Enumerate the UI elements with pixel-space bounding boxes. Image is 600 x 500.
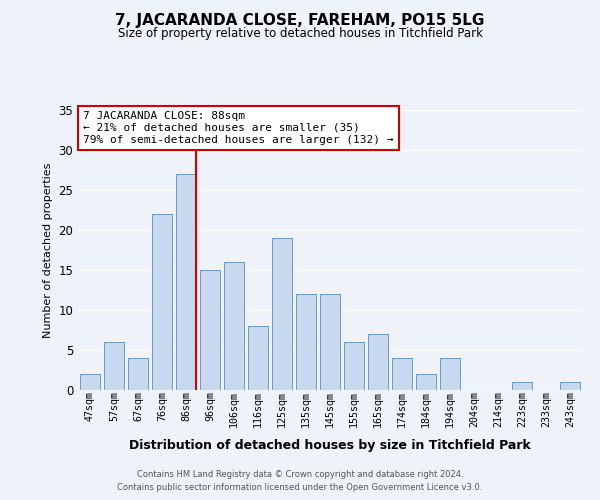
X-axis label: Distribution of detached houses by size in Titchfield Park: Distribution of detached houses by size … (129, 438, 531, 452)
Text: Size of property relative to detached houses in Titchfield Park: Size of property relative to detached ho… (118, 28, 482, 40)
Bar (176, 174, 196, 390)
Bar (248, 326, 268, 390)
Bar (128, 358, 148, 390)
Bar (80, 374, 100, 390)
Bar (560, 382, 580, 390)
Bar (224, 262, 244, 390)
Text: 7 JACARANDA CLOSE: 88sqm
← 21% of detached houses are smaller (35)
79% of semi-d: 7 JACARANDA CLOSE: 88sqm ← 21% of detach… (83, 112, 394, 144)
Bar (344, 342, 364, 390)
Bar (512, 382, 532, 390)
Y-axis label: Number of detached properties: Number of detached properties (43, 162, 53, 338)
Bar (368, 334, 388, 390)
Text: 7, JACARANDA CLOSE, FAREHAM, PO15 5LG: 7, JACARANDA CLOSE, FAREHAM, PO15 5LG (115, 12, 485, 28)
Bar (416, 374, 436, 390)
Bar (272, 238, 292, 390)
Bar (200, 270, 220, 390)
Bar (392, 358, 412, 390)
Bar (104, 342, 124, 390)
Bar (296, 294, 316, 390)
Text: Contains HM Land Registry data © Crown copyright and database right 2024.
Contai: Contains HM Land Registry data © Crown c… (118, 470, 482, 492)
Bar (320, 294, 340, 390)
Bar (152, 214, 172, 390)
Bar (440, 358, 460, 390)
